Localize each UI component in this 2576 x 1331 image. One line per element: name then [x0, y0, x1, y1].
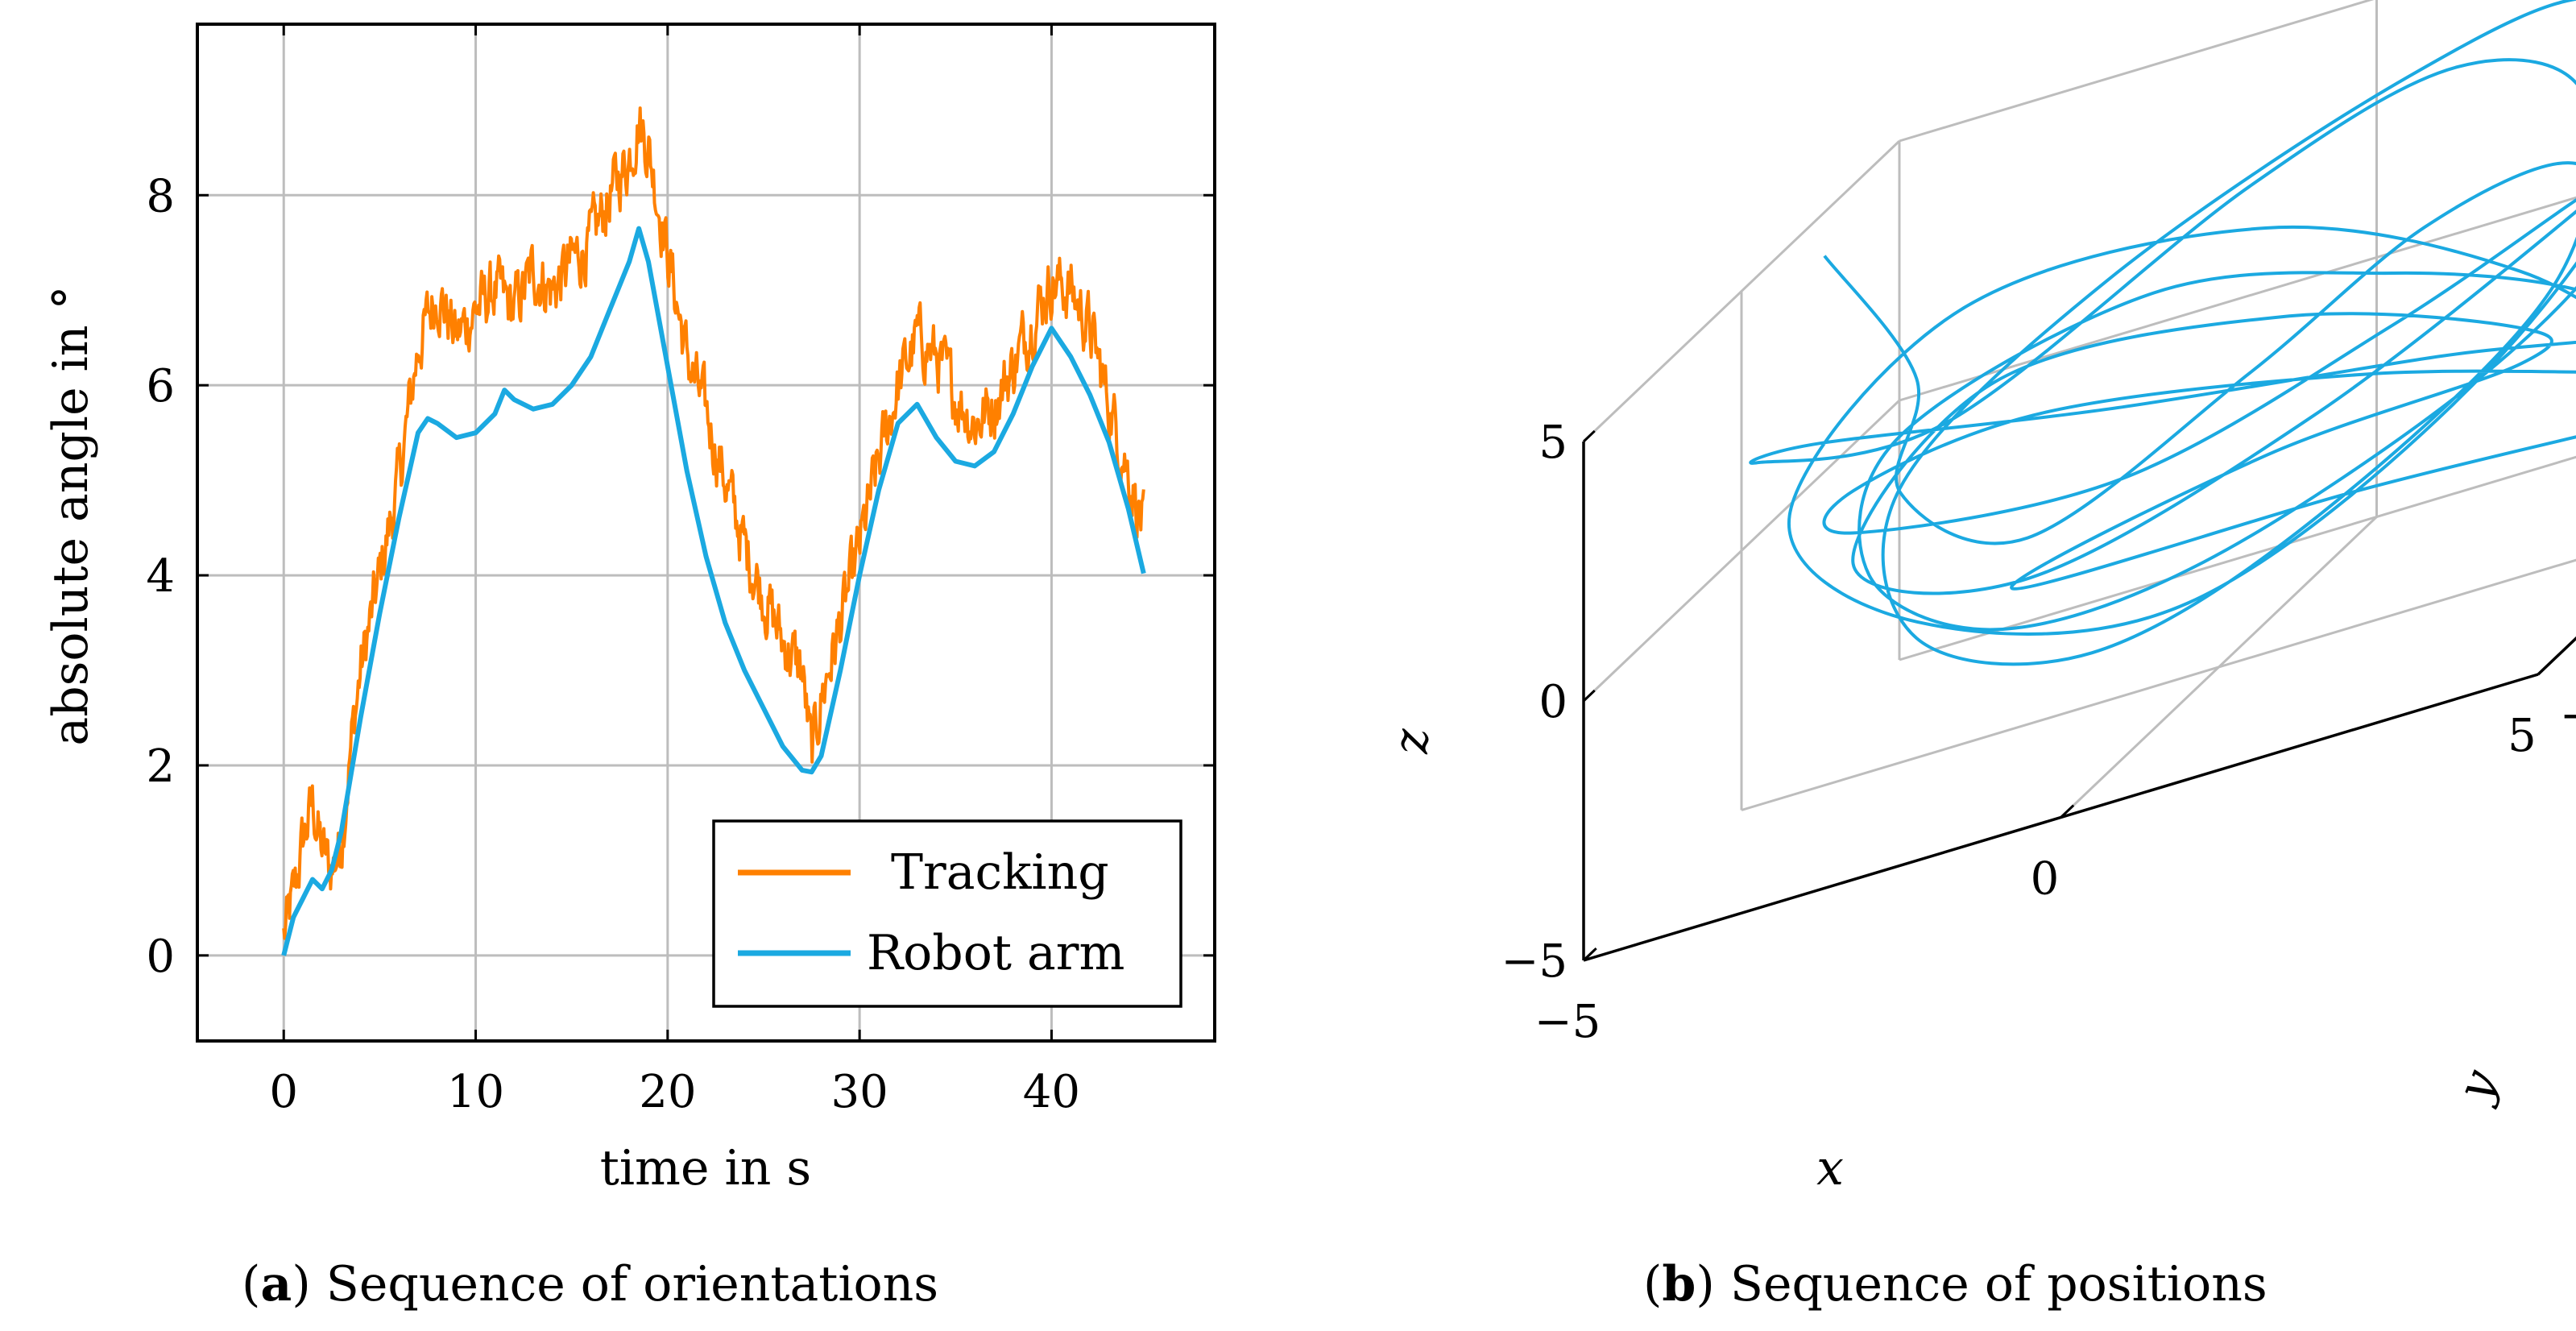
panel-b-x-tick-mark	[2060, 804, 2075, 819]
series-tracking-line	[282, 106, 1145, 940]
series-trajectory-line	[1749, 0, 2576, 666]
legend-robot-arm-label: Robot arm	[867, 925, 1124, 981]
panel-a-legend: Tracking Robot arm	[712, 819, 1182, 1008]
panel-b-z-tick-label: −5	[1501, 935, 1568, 988]
panel-a-y-tick-label: 8	[146, 170, 175, 222]
panel-a-y-tick-label: 2	[146, 740, 175, 793]
panel-b-gridline	[1582, 399, 1901, 703]
panel-b-position-chart: −505−505−505 x y z (b) Sequence of posit…	[1383, 0, 2576, 1312]
panel-a-caption-letter: a	[260, 1256, 292, 1312]
panel-b-axes	[1582, 442, 2576, 962]
panel-a-series-layer	[281, 106, 1146, 956]
series-robot-arm-line	[281, 226, 1146, 956]
panel-b-gridline	[1741, 558, 2576, 811]
panel-b-ticks: −505−505−505	[1501, 417, 2576, 1048]
panel-b-z-tick-mark	[1582, 429, 1596, 443]
panel-a-plot-frame	[196, 23, 1216, 1043]
panel-a-y-tick-label: 4	[146, 550, 175, 603]
panel-b-pane-edge	[1899, 0, 2375, 143]
panel-a-x-tick-label: 30	[831, 1066, 888, 1118]
panel-b-x-tick-mark	[2537, 661, 2552, 676]
panel-b-x-tick-label: −5	[1534, 996, 1601, 1048]
panel-b-z-axis-label: z	[1383, 728, 1439, 755]
panel-a-caption: (a) Sequence of orientations	[242, 1256, 938, 1312]
panel-b-caption-text: Sequence of positions	[1730, 1256, 2267, 1312]
panel-b-caption: (b) Sequence of positions	[1643, 1256, 2267, 1312]
panel-a-ticks: 0 10 20 30 40 0 2 4 6 8	[146, 24, 1215, 1118]
panel-b-z-tick-label: 0	[1539, 676, 1568, 728]
panel-b-back-panes	[1582, 0, 2576, 960]
panel-a-x-tick-label: 40	[1023, 1066, 1080, 1118]
legend-box	[712, 819, 1182, 1008]
panel-b-y-tick-label: −5	[2560, 690, 2576, 742]
panel-b-z-tick-label: 5	[1539, 417, 1568, 469]
panel-a-x-tick-label: 0	[269, 1066, 298, 1118]
panel-a-x-tick-label: 10	[447, 1066, 504, 1118]
panel-b-x-tick-label: 5	[2508, 710, 2537, 762]
panel-b-series-layer	[1749, 0, 2576, 666]
panel-b-pane-edge	[1899, 455, 2576, 661]
panel-b-x-tick-label: 0	[2031, 853, 2060, 906]
panel-a-orientation-chart: 0 10 20 30 40 0 2 4 6 8 time in s absolute angle …	[43, 23, 1216, 1312]
panel-b-caption-letter: b	[1662, 1256, 1696, 1312]
panel-b-y-axis-label: y	[2446, 1062, 2509, 1111]
panel-b-y-axis-line	[2537, 636, 2576, 676]
panel-a-caption-text: Sequence of orientations	[326, 1256, 938, 1312]
legend-tracking-label: Tracking	[891, 844, 1109, 901]
panel-a-x-tick-label: 20	[639, 1066, 696, 1118]
panel-a-x-axis-label: time in s	[600, 1140, 811, 1196]
panel-a-y-tick-label: 6	[146, 360, 175, 413]
panel-b-z-tick-mark	[1582, 689, 1596, 703]
panel-b-gridline	[1899, 196, 2576, 402]
panel-b-z-tick-mark	[1582, 948, 1596, 962]
panel-b-y-tick-mark	[2526, 673, 2539, 679]
panel-a-y-tick-label: 0	[146, 931, 175, 983]
panel-b-x-axis-label: x	[1816, 1140, 1844, 1196]
panel-a-y-axis-label: absolute angle in °	[43, 285, 99, 745]
